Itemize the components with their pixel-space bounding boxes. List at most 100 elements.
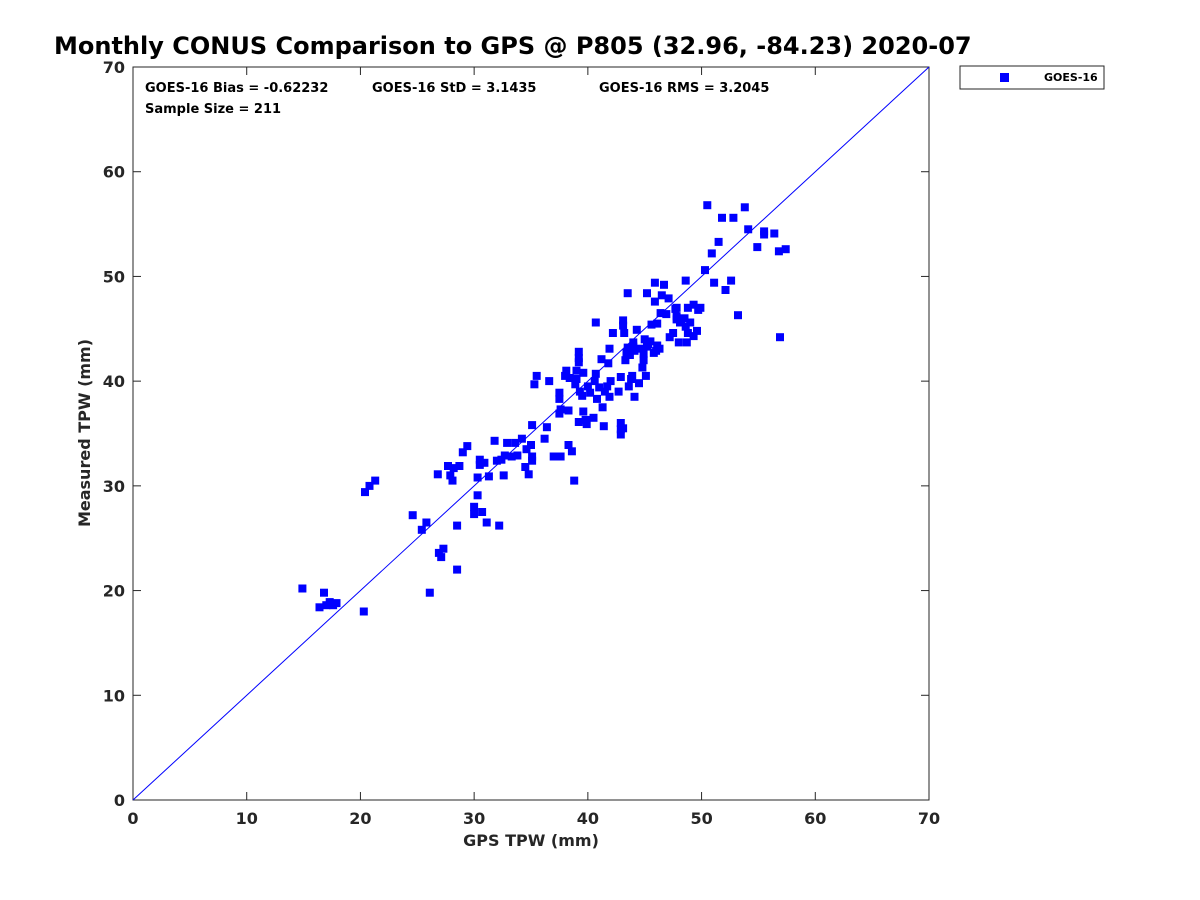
data-point bbox=[582, 420, 591, 429]
data-point bbox=[572, 375, 581, 383]
data-point bbox=[714, 237, 723, 246]
data-point bbox=[583, 382, 592, 391]
data-point bbox=[639, 349, 648, 358]
data-point bbox=[437, 553, 446, 562]
data-point bbox=[562, 366, 571, 375]
data-point bbox=[655, 344, 664, 353]
data-point bbox=[740, 203, 749, 212]
data-point bbox=[664, 294, 673, 303]
data-point bbox=[555, 394, 564, 403]
data-point bbox=[449, 464, 458, 473]
data-point bbox=[528, 452, 537, 461]
data-point bbox=[478, 508, 487, 516]
x-tick-label: 30 bbox=[463, 809, 485, 828]
data-point bbox=[434, 548, 443, 557]
data-point bbox=[774, 247, 783, 256]
data-point bbox=[616, 430, 625, 439]
legend-box bbox=[959, 65, 1105, 90]
data-point bbox=[408, 511, 417, 520]
data-point bbox=[444, 462, 452, 470]
data-point bbox=[320, 588, 328, 597]
data-point bbox=[499, 471, 508, 480]
data-point bbox=[482, 518, 491, 527]
data-point bbox=[446, 471, 455, 480]
data-point bbox=[417, 525, 426, 534]
data-point bbox=[630, 392, 639, 401]
data-point bbox=[656, 309, 665, 318]
data-point bbox=[545, 377, 554, 386]
data-point bbox=[623, 343, 632, 352]
data-point bbox=[636, 344, 645, 353]
data-point bbox=[598, 403, 607, 412]
data-point bbox=[593, 394, 601, 403]
data-point bbox=[492, 456, 501, 465]
data-point bbox=[555, 388, 564, 397]
y-tick-label: 0 bbox=[114, 791, 125, 810]
data-point bbox=[591, 318, 600, 327]
bias-stat: GOES-16 Bias = -0.62232 bbox=[145, 81, 328, 96]
data-point bbox=[453, 565, 462, 574]
data-point bbox=[744, 225, 753, 234]
data-point bbox=[513, 451, 522, 460]
data-point bbox=[361, 488, 369, 497]
data-point bbox=[729, 213, 738, 222]
data-point bbox=[681, 276, 690, 285]
data-point bbox=[581, 415, 590, 424]
data-point bbox=[682, 338, 691, 347]
data-point bbox=[564, 406, 573, 415]
data-point bbox=[522, 445, 531, 454]
data-point bbox=[579, 407, 588, 416]
data-point bbox=[680, 314, 689, 323]
data-point bbox=[605, 344, 614, 353]
data-point bbox=[463, 442, 472, 451]
data-point bbox=[625, 351, 634, 359]
data-point bbox=[570, 476, 579, 485]
data-point bbox=[707, 249, 716, 258]
data-point bbox=[718, 213, 726, 222]
y-tick-label: 30 bbox=[103, 477, 125, 496]
data-point bbox=[473, 473, 482, 482]
data-point bbox=[433, 470, 442, 479]
y-tick-label: 20 bbox=[103, 582, 125, 601]
x-tick-label: 40 bbox=[577, 809, 599, 828]
data-point bbox=[575, 387, 584, 396]
data-point bbox=[683, 329, 692, 337]
data-point bbox=[669, 329, 678, 337]
data-point bbox=[620, 329, 629, 337]
data-point bbox=[770, 229, 779, 238]
data-point bbox=[646, 337, 655, 346]
data-point bbox=[484, 472, 493, 481]
data-point bbox=[701, 266, 709, 275]
data-point bbox=[475, 460, 484, 469]
data-point bbox=[564, 441, 573, 449]
data-point bbox=[672, 303, 681, 312]
data-point bbox=[453, 521, 462, 530]
data-point bbox=[455, 462, 464, 470]
data-point bbox=[638, 363, 647, 372]
data-point bbox=[530, 380, 539, 389]
data-point bbox=[632, 325, 641, 334]
y-tick-label: 70 bbox=[103, 58, 125, 77]
data-point bbox=[371, 476, 380, 485]
data-point bbox=[660, 280, 668, 289]
data-point bbox=[574, 418, 583, 426]
data-point bbox=[657, 291, 666, 300]
data-point bbox=[574, 354, 583, 363]
y-tick-labels: 0 10 20 30 40 50 60 70 bbox=[103, 58, 125, 810]
data-point bbox=[574, 358, 583, 367]
x-tick-label: 10 bbox=[236, 809, 258, 828]
data-point bbox=[603, 382, 612, 391]
data-point bbox=[561, 371, 570, 380]
x-tick-label: 50 bbox=[690, 809, 712, 828]
data-point bbox=[781, 245, 790, 254]
data-point bbox=[332, 599, 341, 608]
data-point bbox=[760, 230, 769, 239]
data-point bbox=[614, 387, 623, 396]
sample-size-stat: Sample Size = 211 bbox=[145, 102, 281, 117]
data-point bbox=[425, 588, 434, 597]
data-point bbox=[503, 438, 512, 447]
data-point bbox=[597, 355, 606, 364]
y-tick-label: 60 bbox=[103, 163, 125, 182]
data-point bbox=[619, 424, 628, 433]
data-point bbox=[490, 436, 499, 445]
